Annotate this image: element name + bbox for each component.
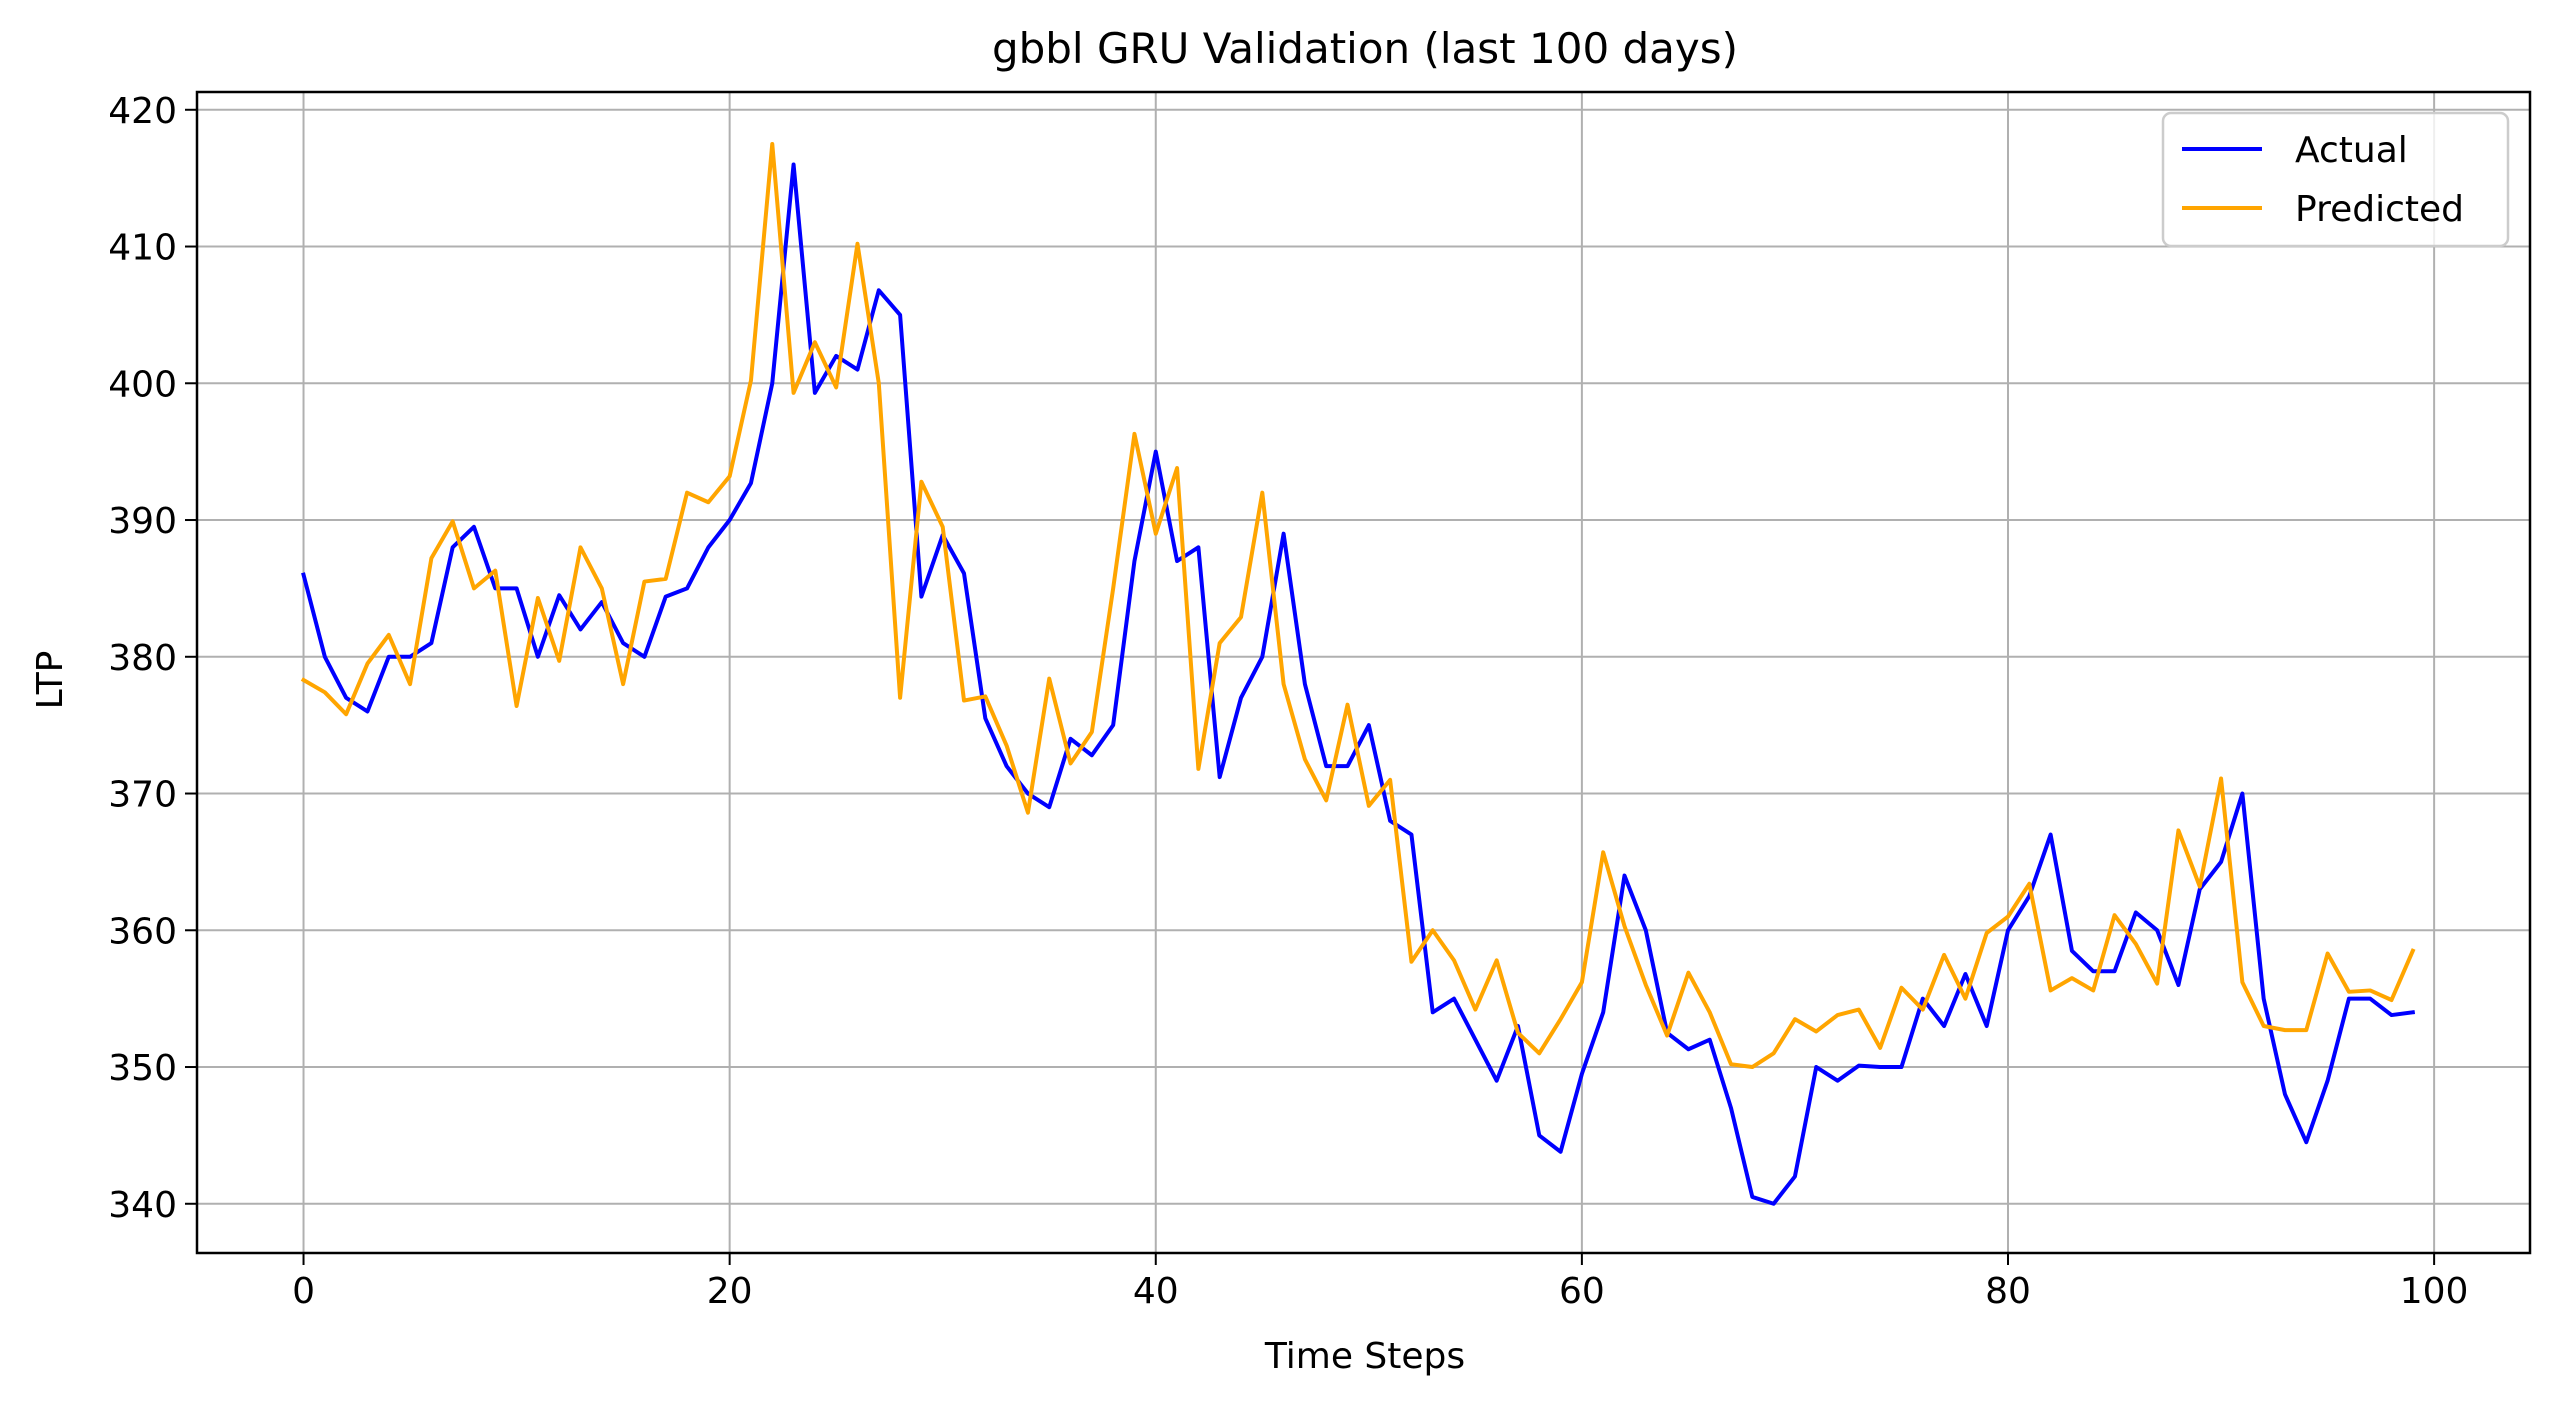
legend-label-predicted: Predicted <box>2295 189 2464 230</box>
x-tick-label: 80 <box>1985 1271 2031 1312</box>
y-axis-label: LTP <box>30 651 71 710</box>
gridlines <box>197 92 2530 1253</box>
chart-title: gbbl GRU Validation (last 100 days) <box>992 24 1738 73</box>
series-line-predicted <box>300 141 2416 1070</box>
y-axis-ticks: 340 350 360 370 380 390 400 410 420 <box>108 91 197 1226</box>
x-axis-ticks: 0 20 40 60 80 100 <box>292 1253 2468 1312</box>
legend: Actual Predicted <box>2161 111 2510 248</box>
plot-area-frame <box>195 90 2532 1255</box>
x-tick-label: 60 <box>1559 1271 1605 1312</box>
y-tick-label: 400 <box>108 364 177 405</box>
y-tick-label: 420 <box>108 91 177 132</box>
x-tick-label: 20 <box>707 1271 753 1312</box>
y-tick-label: 410 <box>108 228 177 269</box>
legend-box <box>2161 111 2510 248</box>
y-tick-label: 380 <box>108 638 177 679</box>
y-tick-label: 390 <box>108 501 177 542</box>
x-axis-label: Time Steps <box>1264 1336 1465 1377</box>
y-tick-label: 360 <box>108 911 177 952</box>
series-lines <box>300 141 2416 1206</box>
y-tick-label: 350 <box>108 1048 177 1089</box>
y-tick-label: 370 <box>108 775 177 816</box>
x-tick-label: 0 <box>292 1271 315 1312</box>
legend-label-actual: Actual <box>2295 130 2408 171</box>
y-tick-label: 340 <box>108 1185 177 1226</box>
x-tick-label: 100 <box>2400 1271 2469 1312</box>
x-tick-label: 40 <box>1133 1271 1179 1312</box>
